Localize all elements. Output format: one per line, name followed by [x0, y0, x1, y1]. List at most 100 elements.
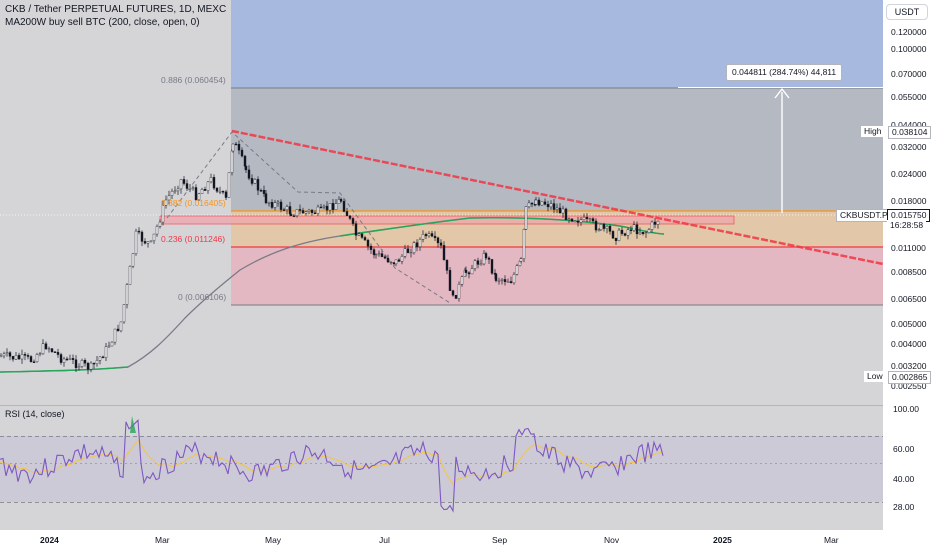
candle-body	[71, 358, 75, 360]
price-axis[interactable]: 0.120000 0.100000 0.070000 0.055000 0.04…	[891, 27, 927, 391]
candle-body	[230, 150, 234, 173]
candle-body	[409, 252, 413, 254]
candle-body	[497, 280, 501, 282]
candle-body	[167, 195, 171, 201]
zigzag-pattern[interactable]	[166, 131, 451, 304]
price-tick: 0.008500	[891, 267, 927, 277]
candle-body	[442, 245, 446, 261]
candle-body	[218, 190, 222, 193]
price-tick: 0.032000	[891, 142, 927, 152]
rsi-overbought-fill	[130, 416, 136, 433]
candle-body	[415, 242, 419, 248]
candle-body	[164, 199, 168, 206]
candle-body	[113, 328, 117, 343]
rsi-tick: 100.00	[893, 404, 919, 414]
projection-label[interactable]: 0.044811 (284.74%) 44,811	[726, 64, 843, 81]
candle-body	[386, 257, 390, 263]
time-axis-background	[0, 530, 883, 550]
candle-body	[292, 215, 296, 217]
candle-body	[570, 218, 574, 222]
candle-body	[47, 348, 51, 350]
fib-label-0: 0 (0.006106)	[178, 292, 227, 302]
descending-trendline[interactable]	[231, 129, 884, 266]
candle-body	[567, 218, 571, 221]
candle-body	[454, 294, 458, 299]
candle-body	[464, 269, 468, 273]
candle-body	[424, 234, 428, 237]
candle-body	[380, 253, 384, 257]
candle-body	[20, 354, 24, 360]
candle-body	[179, 179, 183, 190]
candle-body	[392, 262, 396, 265]
candle-body	[467, 272, 471, 275]
time-axis[interactable]: 2024 Mar May Jul Sep Nov 2025 Mar	[40, 535, 839, 545]
candle-body	[555, 207, 559, 210]
candle-body	[558, 207, 562, 214]
candle-body	[623, 233, 627, 236]
price-tick: 0.120000	[891, 27, 927, 37]
candle-body	[436, 237, 440, 244]
candle-body	[253, 179, 257, 184]
candle-body	[5, 352, 9, 355]
candle-body	[448, 270, 452, 291]
candle-body	[161, 205, 165, 223]
candle-body	[295, 209, 299, 217]
candle-body	[369, 245, 373, 250]
candle-body	[289, 213, 293, 216]
candle-body	[206, 181, 210, 191]
currency-button[interactable]: USDT	[886, 4, 928, 20]
price-tick: 0.011000	[891, 243, 926, 253]
candle-body	[614, 237, 618, 241]
rsi-legend[interactable]: RSI (14, close)	[5, 409, 65, 419]
candle-body	[524, 206, 528, 230]
candle-body	[128, 265, 132, 285]
fib-label-236: 0.236 (0.011246)	[161, 234, 226, 244]
indicator-legend[interactable]: MA200W buy sell BTC (200, close, open, 0…	[5, 17, 200, 28]
candle-body	[89, 362, 93, 370]
ma200w-green-start	[0, 366, 129, 373]
rsi-band	[0, 436, 883, 502]
candle-body	[334, 203, 338, 210]
candle-body	[316, 206, 320, 214]
price-tick: 0.006500	[891, 294, 927, 304]
candle-body	[35, 354, 39, 363]
candle-body	[122, 304, 126, 323]
candle-body	[240, 149, 244, 157]
candle-body	[149, 240, 153, 243]
candle-body	[23, 354, 27, 356]
candle-body	[68, 358, 72, 360]
candle-body	[227, 172, 231, 198]
price-tick: 0.018000	[891, 196, 927, 206]
candle-body	[279, 201, 283, 210]
candle-body	[540, 201, 544, 206]
candle-body	[629, 229, 633, 231]
rsi-line[interactable]	[0, 419, 664, 513]
candle-body	[86, 362, 90, 370]
time-tick: May	[265, 535, 282, 545]
time-tick: Mar	[824, 535, 839, 545]
candle-body	[194, 187, 198, 201]
candle-body	[644, 232, 648, 234]
fib-zone-pink	[231, 247, 883, 305]
candle-body	[80, 360, 84, 367]
candle-body	[176, 188, 180, 192]
candle-body	[653, 221, 657, 225]
symbol-label[interactable]: CKBUSDT.P	[836, 209, 892, 222]
candle-body	[430, 233, 434, 237]
candle-body	[602, 224, 606, 229]
candle-body	[212, 177, 216, 189]
candle-body	[185, 183, 189, 189]
candle-body	[95, 360, 99, 365]
candle-body	[307, 209, 311, 212]
candle-body	[445, 259, 449, 271]
rsi-axis[interactable]: 100.00 60.00 40.00 28.00	[893, 404, 919, 512]
chart-title[interactable]: CKB / Tether PERPETUAL FUTURES, 1D, MEXC	[5, 4, 227, 15]
candle-body	[632, 224, 636, 231]
candle-body	[608, 226, 612, 232]
candle-body	[104, 346, 108, 358]
candle-body	[26, 355, 30, 357]
candle-body	[490, 259, 494, 274]
candle-body	[418, 239, 422, 248]
candle-body	[259, 190, 263, 192]
